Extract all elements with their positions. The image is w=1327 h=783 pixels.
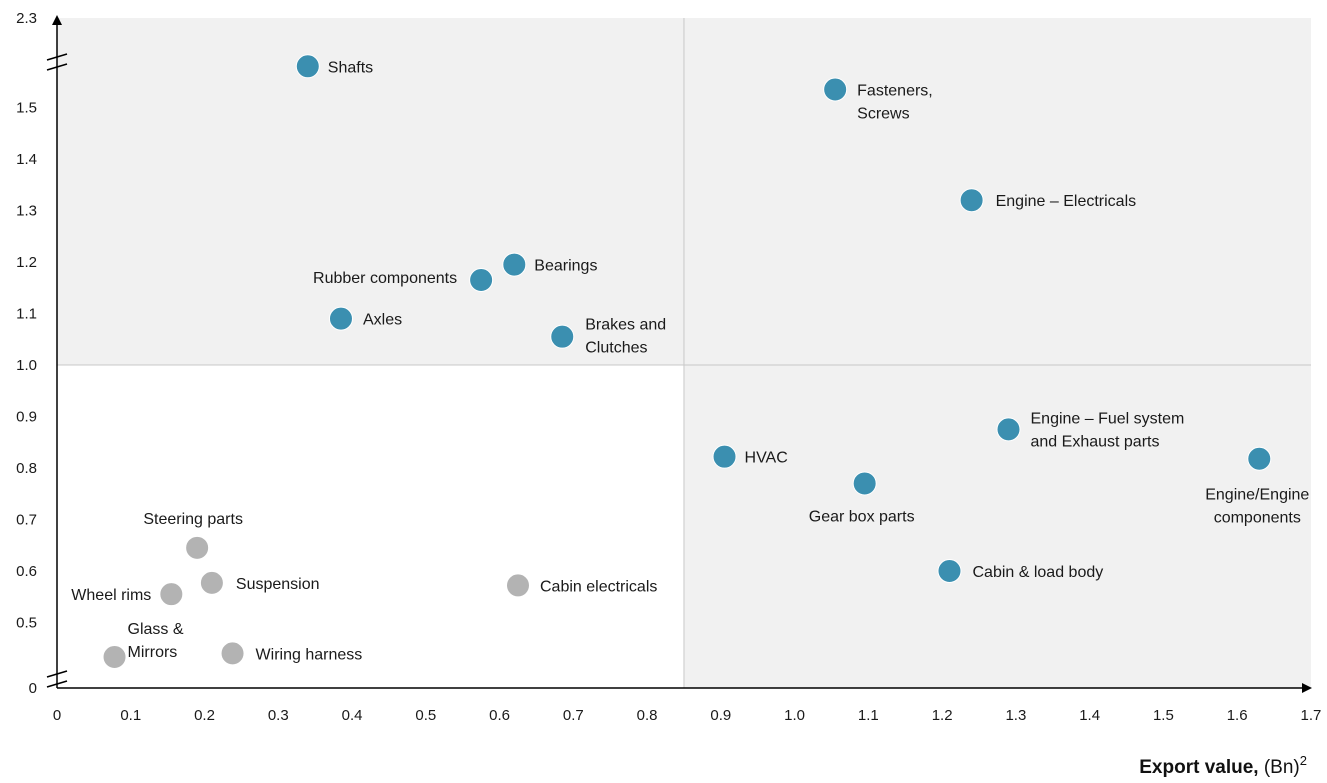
y-tick-label: 0 xyxy=(29,680,37,697)
data-point xyxy=(996,417,1021,442)
data-point xyxy=(937,559,962,583)
x-tick-label: 0.7 xyxy=(563,707,584,724)
point-label: Steering parts xyxy=(143,511,243,528)
y-tick-label: 0.5 xyxy=(16,615,37,632)
point-label: Cabin & load body xyxy=(972,564,1103,581)
x-tick-label: 0.3 xyxy=(268,707,289,724)
y-tick-label: 0.6 xyxy=(16,563,37,580)
x-tick-label: 1.5 xyxy=(1153,707,1174,724)
quadrant-dividers xyxy=(57,18,1311,688)
x-tick-label: 0 xyxy=(53,707,61,724)
y-axis-arrow xyxy=(52,15,62,25)
point-label: Rubber components xyxy=(313,270,457,287)
point-label: Engine – Electricals xyxy=(996,193,1137,210)
y-tick-label: 1.0 xyxy=(16,357,37,374)
point-label: HVAC xyxy=(745,450,788,467)
x-tick-label: 0.5 xyxy=(415,707,436,724)
x-tick-label: 1.4 xyxy=(1079,707,1100,724)
data-point xyxy=(712,444,737,469)
data-point xyxy=(1247,446,1272,471)
y-tick-label: 1.4 xyxy=(16,151,37,168)
point-label: Cabin electricals xyxy=(540,578,657,595)
point-label: Bearings xyxy=(534,258,597,275)
point-label: Shafts xyxy=(328,59,373,76)
y-axis-break-top xyxy=(46,53,68,61)
y-tick-label: 0.9 xyxy=(16,409,37,426)
point-label: Wheel rims xyxy=(71,587,151,604)
y-tick-label: 1.1 xyxy=(16,306,37,323)
x-axis-title-superscript: 2 xyxy=(1300,753,1307,768)
point-label: Axles xyxy=(363,312,402,329)
x-axis-arrow xyxy=(1302,683,1312,693)
x-tick-label: 1.3 xyxy=(1005,707,1026,724)
point-label: Wiring harness xyxy=(256,646,363,663)
y-tick-label: 0.8 xyxy=(16,460,37,477)
point-label: Gear box parts xyxy=(809,508,915,525)
data-point xyxy=(502,252,527,277)
point-label: Suspension xyxy=(236,576,320,593)
x-tick-label: 1.7 xyxy=(1300,707,1321,724)
point-label: Fasteners, Screws xyxy=(857,82,933,122)
point-label: Engine – Fuel system and Exhaust parts xyxy=(1031,410,1185,450)
y-tick-labels: 2.3 0.5 0.6 0.7 0.8 0.9 1.0 1.1 1.2 1.3 1.4 1.5 0 xyxy=(16,10,37,697)
data-point xyxy=(550,324,575,349)
x-tick-label: 0.1 xyxy=(120,707,141,724)
x-tick-label: 0.9 xyxy=(710,707,731,724)
y-axis-break-bottom xyxy=(46,680,68,688)
y-tick-label: 0.7 xyxy=(16,512,37,529)
x-tick-labels: 0 0.1 0.2 0.3 0.4 0.5 0.6 0.7 0.8 0.9 1.0 1.1 1.2 1.3… xyxy=(53,707,1322,724)
x-tick-label: 1.6 xyxy=(1227,707,1248,724)
y-tick-label: 1.3 xyxy=(16,203,37,220)
y-tick-label: 1.5 xyxy=(16,100,37,117)
data-point xyxy=(159,582,184,607)
x-tick-label: 0.6 xyxy=(489,707,510,724)
x-tick-label: 1.1 xyxy=(858,707,879,724)
quadrant-bottom-right xyxy=(683,365,1311,688)
x-tick-label: 0.2 xyxy=(194,707,215,724)
x-tick-label: 1.2 xyxy=(932,707,953,724)
y-tick-label: 1.2 xyxy=(16,254,37,271)
x-tick-label: 0.8 xyxy=(637,707,658,724)
point-labels: Shafts Fasteners, Screws Engine – Electrica… xyxy=(71,59,1309,663)
x-axis-title-unit: (Bn) xyxy=(1259,757,1300,778)
x-tick-label: 0.4 xyxy=(342,707,363,724)
x-tick-label: 1.0 xyxy=(784,707,805,724)
y-tick-label: 2.3 xyxy=(16,10,37,27)
x-axis-title: Export value, (Bn)2 xyxy=(1139,753,1307,778)
point-label: Engine/Engine components xyxy=(1205,487,1309,527)
data-point xyxy=(959,188,984,213)
data-point xyxy=(823,77,848,102)
data-point xyxy=(295,54,320,79)
data-point xyxy=(185,535,210,560)
point-label: Brakes and Clutches xyxy=(585,317,666,357)
data-point xyxy=(328,306,353,331)
y-axis-break-top xyxy=(46,63,68,71)
data-point xyxy=(220,641,245,666)
y-axis-break-bottom xyxy=(46,670,68,678)
data-point xyxy=(852,471,877,496)
data-point xyxy=(199,570,224,595)
x-axis-title-bold: Export value, xyxy=(1139,757,1258,778)
data-point xyxy=(506,573,530,598)
data-points xyxy=(102,54,1272,670)
point-label: Glass & Mirrors xyxy=(128,621,184,661)
axes xyxy=(46,15,1312,693)
data-point xyxy=(469,268,494,293)
data-point xyxy=(102,645,127,670)
